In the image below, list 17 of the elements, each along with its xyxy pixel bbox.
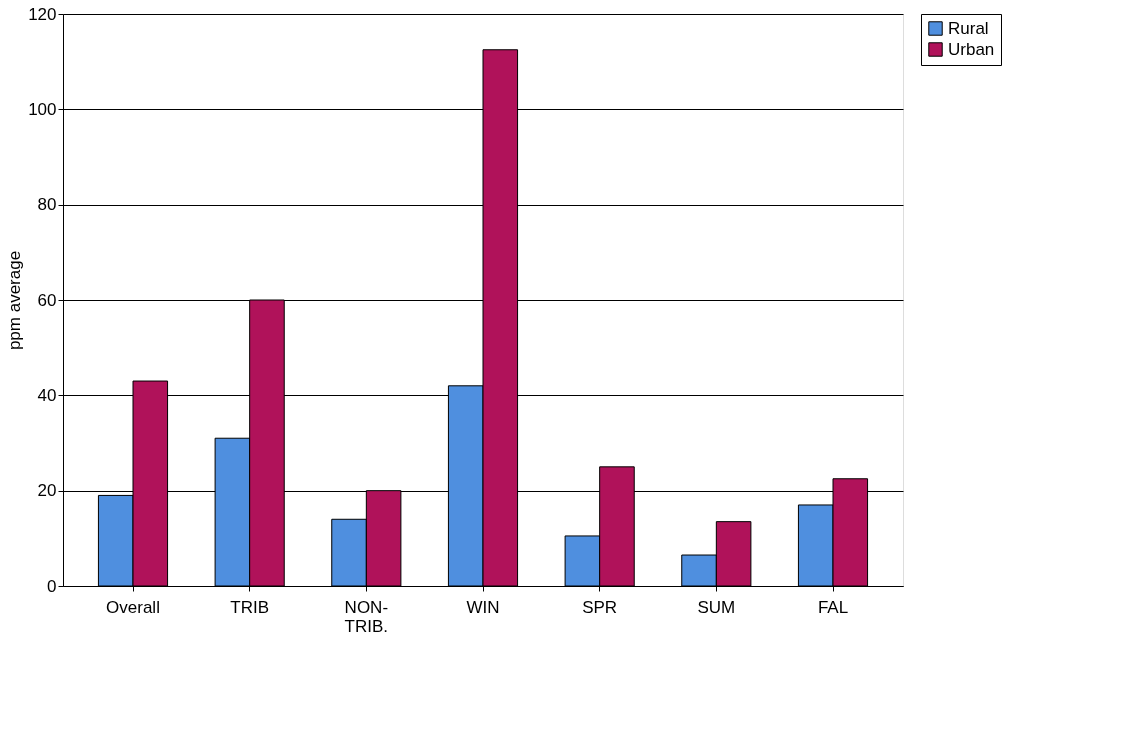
y-axis-title: ppm average xyxy=(5,250,25,351)
x-tick-label: NON- TRIB. xyxy=(344,597,389,636)
y-tick-label: 120 xyxy=(28,4,57,24)
x-tick-label: Overall xyxy=(106,597,160,617)
x-tick-label: FAL xyxy=(817,597,849,617)
y-tick-label: 80 xyxy=(37,195,57,215)
x-tick-label: SUM xyxy=(697,597,736,617)
x-tick-label: TRIB xyxy=(230,597,270,617)
x-tick-label: WIN xyxy=(466,597,500,617)
y-tick-label: 40 xyxy=(37,385,57,405)
y-tick-label: 0 xyxy=(47,576,57,596)
legend-label: Rural xyxy=(948,18,989,38)
y-tick-label: 20 xyxy=(37,481,57,501)
y-tick-label: 100 xyxy=(28,99,57,119)
x-tick-label: SPR xyxy=(582,597,618,617)
y-tick-label: 60 xyxy=(37,290,57,310)
legend-label: Urban xyxy=(948,39,995,59)
